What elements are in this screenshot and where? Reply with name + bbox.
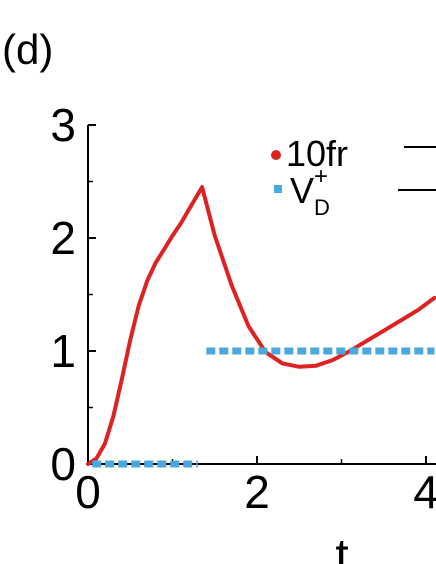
series-layer [86, 185, 436, 468]
y-tick-label: 2 [50, 212, 76, 264]
axis-ticks [87, 124, 427, 465]
x-tick-label: 0 [75, 466, 101, 518]
tick-labels: 0 1 2 3 0 2 4 [50, 99, 436, 518]
legend: 10fr V + D [271, 133, 436, 220]
legend-label-10fr: 10fr [286, 133, 348, 174]
y-tick-label: 0 [50, 438, 76, 490]
legend-marker-vd [274, 185, 282, 193]
y-tick-label: 1 [50, 325, 76, 377]
legend-superscript-vd: + [314, 163, 328, 190]
series-line-10fr [86, 185, 436, 466]
x-axis-label: t [335, 530, 348, 564]
x-tick-label: 2 [244, 466, 270, 518]
x-tick-label: 4 [413, 466, 436, 518]
legend-subscript-vd: D [314, 195, 330, 220]
plot-area: 0 1 2 3 0 2 4 [50, 99, 436, 518]
panel-label: (d) [2, 26, 53, 73]
legend-label-vd: V [290, 170, 314, 211]
y-tick-label: 3 [50, 99, 76, 151]
legend-marker-10fr [271, 150, 281, 160]
